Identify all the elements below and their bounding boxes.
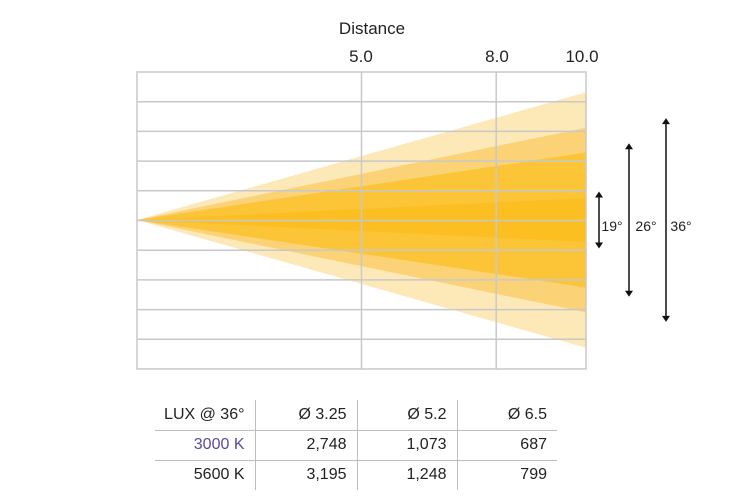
row-label-3000k: 3000 K: [155, 430, 256, 461]
arrow-head-up: [595, 191, 603, 198]
lux-header-d1: Ø 3.25: [255, 400, 358, 431]
angle-markers: 19° 26° 36°: [595, 118, 692, 322]
arrow-head-down: [625, 290, 633, 297]
angle-label-26: 26°: [635, 218, 656, 234]
arrow-head-up: [625, 143, 633, 150]
grid: [136, 71, 587, 370]
angle-label-19: 19°: [601, 218, 622, 234]
lux-header-d2: Ø 5.2: [357, 400, 458, 431]
arrow-head-down: [662, 315, 670, 322]
beam-diagram: Distance 5.0 8.0 10.0 19° 26° 36°: [136, 19, 692, 370]
grid-frame: [136, 71, 587, 370]
cell-value: 1,248: [357, 460, 458, 490]
angle-label-36: 36°: [670, 218, 691, 234]
cell-value: 799: [520, 466, 547, 484]
row-label-5600k: 5600 K: [155, 460, 256, 490]
cell-value: 1,073: [357, 430, 458, 461]
lux-header-label: LUX @ 36°: [155, 400, 256, 431]
lux-header-d3: Ø 6.5: [457, 400, 557, 431]
cell-value: 2,748: [255, 430, 358, 461]
distance-axis-title: Distance: [339, 19, 405, 38]
distance-labels: 5.0 8.0 10.0: [349, 47, 598, 66]
cell-value: 3,195: [255, 460, 358, 490]
arrow-head-up: [662, 118, 670, 125]
cell-value: 687: [457, 430, 557, 461]
table-row: 5600 K 3,195 1,248 799: [155, 460, 557, 490]
distance-label-5: 5.0: [349, 47, 373, 66]
arrow-head-down: [595, 242, 603, 249]
lux-table: LUX @ 36° Ø 3.25 Ø 5.2 Ø 6.5 3000 K 2,74…: [155, 400, 557, 490]
distance-label-10: 10.0: [565, 47, 598, 66]
table-row: 3000 K 2,748 1,073 687: [155, 430, 557, 461]
lux-table-header: LUX @ 36° Ø 3.25 Ø 5.2 Ø 6.5: [155, 400, 557, 431]
distance-label-8: 8.0: [485, 47, 509, 66]
